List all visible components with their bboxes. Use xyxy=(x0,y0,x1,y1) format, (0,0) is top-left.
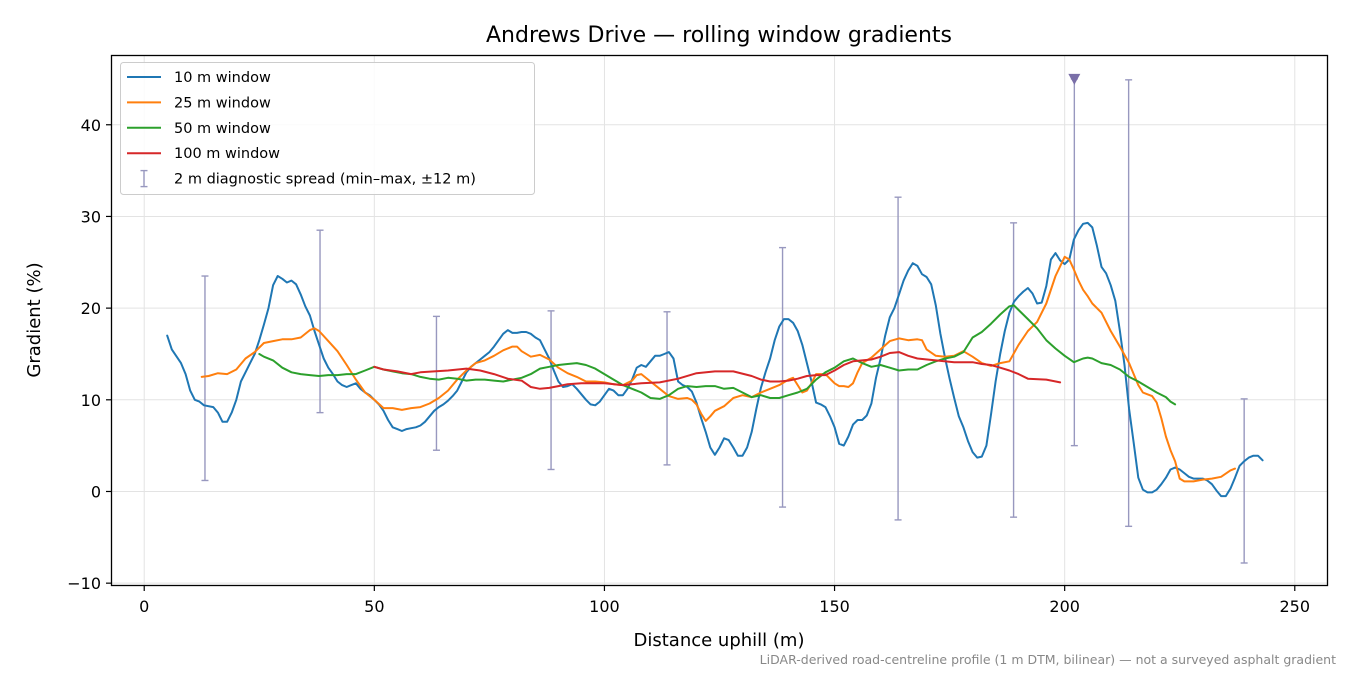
y-tick-label: 0 xyxy=(91,482,101,501)
error-bar xyxy=(1125,79,1133,528)
legend-label: 2 m diagnostic spread (min–max, ±12 m) xyxy=(174,172,476,188)
error-bar xyxy=(779,246,787,508)
x-tick-label: 150 xyxy=(819,597,850,616)
chart-title: Andrews Drive — rolling window gradients xyxy=(486,23,952,48)
x-tick-label: 50 xyxy=(364,597,384,616)
series-line xyxy=(200,255,1236,483)
series-line xyxy=(166,221,1264,498)
error-bar xyxy=(316,229,324,414)
plot-frame xyxy=(110,54,1329,587)
legend-label: 50 m window xyxy=(174,121,271,137)
x-tick-label: 0 xyxy=(139,597,149,616)
legend-item: 100 m window xyxy=(127,146,280,162)
y-tick-label: −10 xyxy=(67,574,101,593)
y-axis-label: Gradient (%) xyxy=(24,262,45,377)
x-axis-label: Distance uphill (m) xyxy=(634,630,805,651)
x-tick-label: 200 xyxy=(1049,597,1080,616)
error-bar xyxy=(1240,398,1248,564)
legend: 10 m window 25 m window 50 m window 100 m w… xyxy=(120,62,535,195)
y-tick-label: 20 xyxy=(81,299,101,318)
series-lines xyxy=(166,221,1264,498)
error-bar xyxy=(1010,222,1018,518)
y-tick-label: 40 xyxy=(81,116,101,135)
legend-label: 100 m window xyxy=(174,146,280,162)
x-tick-label: 100 xyxy=(589,597,620,616)
legend-label: 10 m window xyxy=(174,70,271,86)
error-bars xyxy=(201,78,1248,564)
error-bar xyxy=(1070,78,1078,447)
legend-box xyxy=(120,62,535,195)
error-bar xyxy=(663,311,671,466)
legend-label: 25 m window xyxy=(174,95,271,111)
legend-item: 10 m window xyxy=(127,70,271,86)
error-bar xyxy=(547,310,555,471)
x-axis-ticks: 0 50 100 150 200 250 xyxy=(139,585,1310,616)
legend-item: 25 m window xyxy=(127,95,271,111)
series-line xyxy=(373,351,1062,390)
footnote: LiDAR-derived road-centreline profile (1… xyxy=(759,652,1336,667)
legend-item: 50 m window xyxy=(127,121,271,137)
x-tick-label: 250 xyxy=(1280,597,1311,616)
clip-marker-triangle xyxy=(1068,73,1081,85)
legend-swatch xyxy=(140,169,148,188)
error-bar xyxy=(432,315,440,451)
clip-marker xyxy=(1068,73,1081,85)
y-axis-ticks: −10 0 10 20 30 40 xyxy=(67,116,112,593)
y-tick-label: 30 xyxy=(81,207,101,226)
y-tick-label: 10 xyxy=(81,391,101,410)
legend-item: 2 m diagnostic spread (min–max, ±12 m) xyxy=(140,169,476,188)
error-bar xyxy=(201,275,209,482)
error-bar xyxy=(894,196,902,521)
